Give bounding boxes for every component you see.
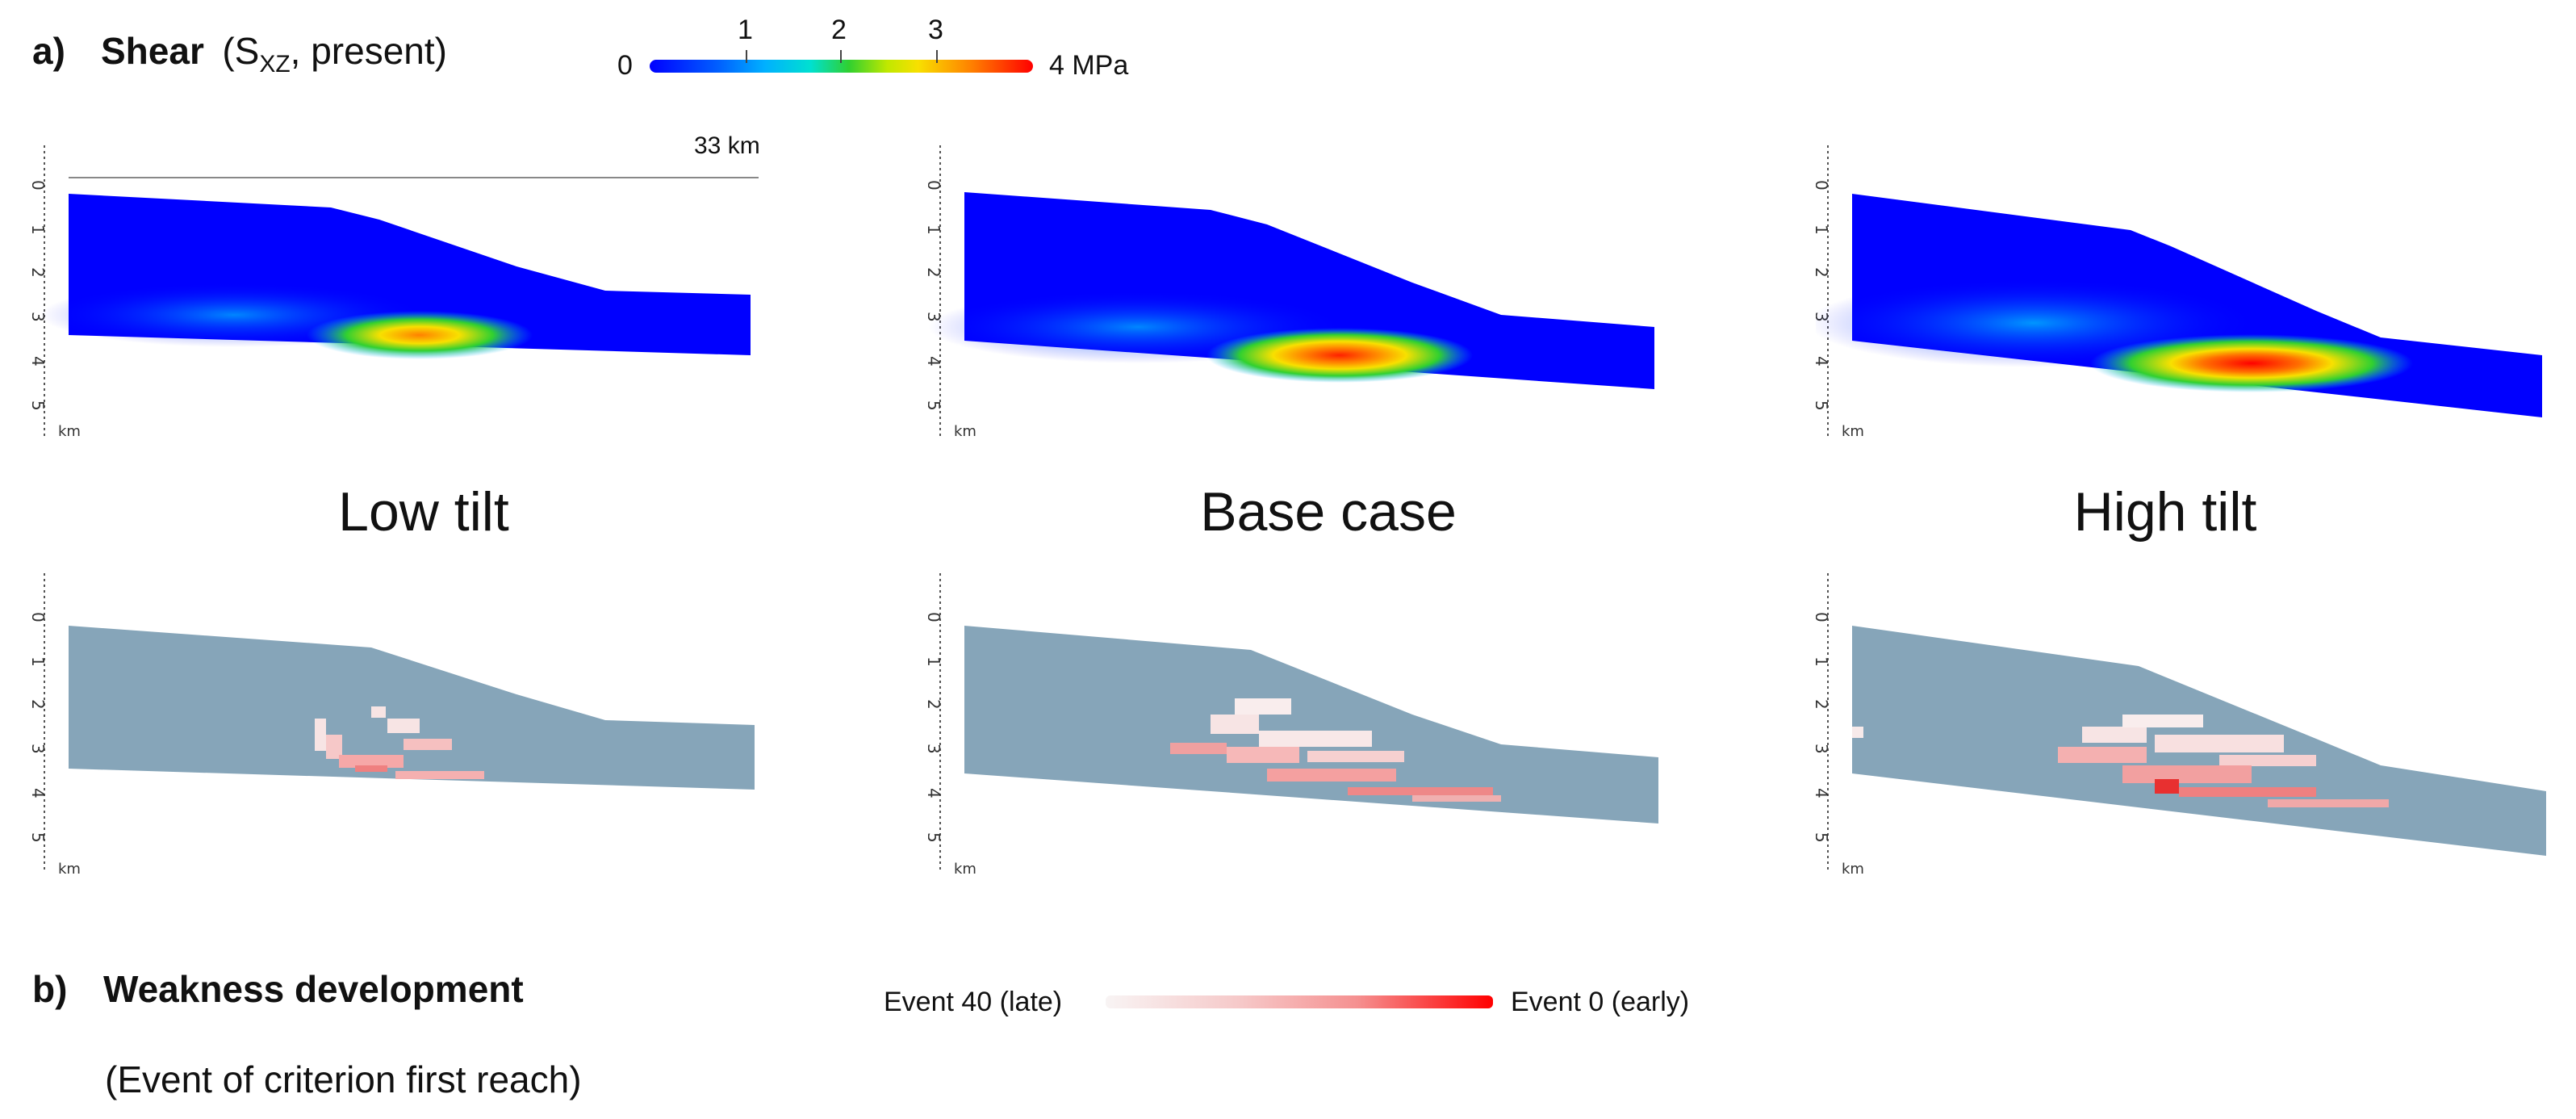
depth-tick: 2 — [928, 267, 943, 278]
case-title-base-case: Base case — [1200, 481, 1457, 543]
depth-unit: km — [954, 861, 976, 878]
stress-colorbar-min-label: 0 — [617, 50, 633, 81]
depth-tick: 1 — [928, 656, 943, 667]
section-a-title: Shear — [101, 30, 204, 72]
depth-tick: 1 — [1816, 656, 1831, 667]
case-title-high-tilt: High tilt — [2073, 481, 2257, 543]
stress-colorbar-tick-mark — [746, 50, 747, 63]
depth-unit: km — [58, 861, 81, 878]
depth-tick: 4 — [928, 356, 943, 367]
weakness-zone — [315, 706, 484, 779]
section-a-label: a) — [32, 30, 65, 72]
depth-unit: km — [954, 423, 976, 440]
stress-colorbar-tick: 2 — [831, 15, 847, 45]
weakness-panel-high-tilt: 0 1 2 3 4 5 km — [1816, 573, 2546, 878]
depth-tick: 2 — [32, 699, 48, 710]
stress-colorbar-tick-mark — [936, 50, 938, 63]
depth-tick: 1 — [928, 224, 943, 235]
depth-tick: 5 — [1816, 400, 1831, 411]
depth-tick: 4 — [1816, 788, 1831, 798]
depth-tick: 0 — [32, 180, 48, 191]
depth-tick: 0 — [928, 180, 943, 191]
depth-tick: 5 — [928, 400, 943, 411]
depth-tick: 0 — [1816, 180, 1831, 191]
section-b-label: b) — [32, 968, 68, 1010]
event-colorbar — [1106, 995, 1493, 1008]
weakness-panel-base-case: 0 1 2 3 4 5 km — [928, 573, 1658, 878]
depth-tick: 4 — [32, 788, 48, 798]
stress-colorbar — [650, 60, 1033, 73]
section-a-paren-rest: , present) — [290, 30, 447, 72]
stress-colorbar-max-label: 4 MPa — [1049, 50, 1129, 81]
weakness-panel-low-tilt: 0 1 2 3 4 5 km — [32, 573, 755, 878]
scale-bar-label: 33 km — [694, 132, 760, 159]
depth-tick: 0 — [928, 612, 943, 622]
depth-unit: km — [1842, 861, 1864, 878]
section-a-subscript: XZ — [259, 51, 291, 78]
stress-colorbar-tick: 1 — [738, 15, 753, 45]
depth-tick: 4 — [32, 356, 48, 367]
depth-tick: 2 — [1816, 699, 1831, 710]
depth-tick: 5 — [928, 832, 943, 843]
weakness-zone — [1170, 698, 1501, 802]
depth-unit: km — [58, 423, 81, 440]
section-a-paren-open: (S — [222, 30, 260, 72]
depth-tick: 2 — [32, 267, 48, 278]
depth-tick: 1 — [32, 656, 48, 667]
depth-tick: 0 — [1816, 612, 1831, 622]
depth-tick: 3 — [1816, 744, 1831, 754]
depth-tick: 2 — [1816, 267, 1831, 278]
weakness-body — [69, 626, 755, 790]
shear-panel-high-tilt: 0 1 2 3 4 5 km — [1816, 145, 2542, 440]
shear-panel-base-case: 0 1 2 3 4 5 km — [928, 145, 1654, 440]
depth-tick: 0 — [32, 612, 48, 622]
section-b-subtitle: (Event of criterion first reach) — [105, 1058, 582, 1100]
weakness-body — [964, 626, 1658, 824]
depth-tick: 5 — [32, 832, 48, 843]
depth-tick: 1 — [1816, 224, 1831, 235]
shear-hotspot — [307, 311, 533, 359]
depth-unit: km — [1842, 423, 1864, 440]
depth-tick: 5 — [32, 400, 48, 411]
shear-panel-low-tilt: 0 1 2 3 4 5 km 33 km — [32, 132, 760, 440]
depth-tick: 3 — [32, 744, 48, 754]
section-a-heading: Shear (SXZ, present) — [101, 29, 447, 78]
shear-hotspot — [2090, 334, 2413, 392]
stress-colorbar-tick: 3 — [928, 15, 943, 45]
depth-tick: 4 — [928, 788, 943, 798]
depth-tick: 5 — [1816, 832, 1831, 843]
case-title-low-tilt: Low tilt — [338, 481, 509, 543]
event-colorbar-right-label: Event 0 (early) — [1511, 987, 1690, 1017]
section-b-title: Weakness development — [103, 968, 524, 1010]
depth-tick: 1 — [32, 224, 48, 235]
stress-colorbar-tick-mark — [840, 50, 842, 63]
depth-tick: 2 — [928, 699, 943, 710]
weakness-zone — [1852, 715, 2389, 807]
event-colorbar-left-label: Event 40 (late) — [884, 987, 1063, 1017]
shear-hotspot — [1206, 328, 1473, 383]
depth-tick: 4 — [1816, 356, 1831, 367]
depth-tick: 3 — [928, 744, 943, 754]
